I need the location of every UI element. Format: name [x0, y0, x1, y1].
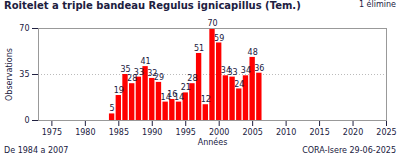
svg-text:16: 16	[167, 90, 178, 99]
svg-text:2000: 2000	[209, 128, 229, 137]
svg-text:33: 33	[134, 68, 144, 77]
html-text:CORA-Isere 29-06-2025: CORA-Isere 29-06-2025	[302, 146, 396, 155]
svg-text:21: 21	[181, 83, 191, 92]
svg-text:1990: 1990	[142, 128, 162, 137]
svg-text:28: 28	[187, 74, 197, 83]
svg-text:59: 59	[214, 34, 224, 43]
svg-text:2020: 2020	[343, 128, 363, 137]
svg-text:12: 12	[201, 95, 211, 104]
svg-text:1975: 1975	[42, 128, 62, 137]
svg-text:70: 70	[207, 19, 217, 28]
svg-text:14: 14	[174, 93, 184, 102]
svg-text:2015: 2015	[309, 128, 329, 137]
svg-text:19: 19	[114, 86, 124, 95]
svg-text:2010: 2010	[276, 128, 296, 137]
svg-text:2005: 2005	[242, 128, 262, 137]
svg-text:32: 32	[147, 69, 158, 78]
svg-text:41: 41	[140, 57, 150, 66]
svg-text:Années: Années	[198, 137, 228, 147]
svg-text:29: 29	[154, 73, 164, 82]
svg-text:34: 34	[220, 66, 231, 76]
svg-text:36: 36	[254, 64, 264, 73]
svg-text:35: 35	[19, 70, 29, 79]
svg-text:Observations: Observations	[5, 48, 14, 101]
svg-text:48: 48	[248, 48, 258, 57]
svg-text:33: 33	[227, 68, 237, 77]
svg-text:0: 0	[24, 116, 29, 125]
svg-text:14: 14	[160, 92, 171, 102]
svg-text:5: 5	[110, 104, 115, 113]
html-text:1 élimine: 1 élimine	[359, 0, 396, 9]
svg-text:1995: 1995	[176, 128, 196, 137]
svg-text:51: 51	[194, 44, 204, 53]
html-text:De 1984 a 2007: De 1984 a 2007	[4, 146, 69, 155]
svg-text:34: 34	[241, 66, 251, 75]
html-text:Roitelet a triple bandeau Regu: Roitelet a triple bandeau Regulus ignica…	[4, 0, 301, 11]
svg-text:2025: 2025	[376, 128, 396, 137]
svg-text:28: 28	[127, 74, 138, 84]
svg-text:70: 70	[19, 24, 29, 33]
svg-text:35: 35	[120, 65, 130, 74]
svg-text:1980: 1980	[75, 128, 95, 137]
svg-text:24: 24	[234, 80, 244, 89]
svg-text:1985: 1985	[109, 128, 129, 137]
